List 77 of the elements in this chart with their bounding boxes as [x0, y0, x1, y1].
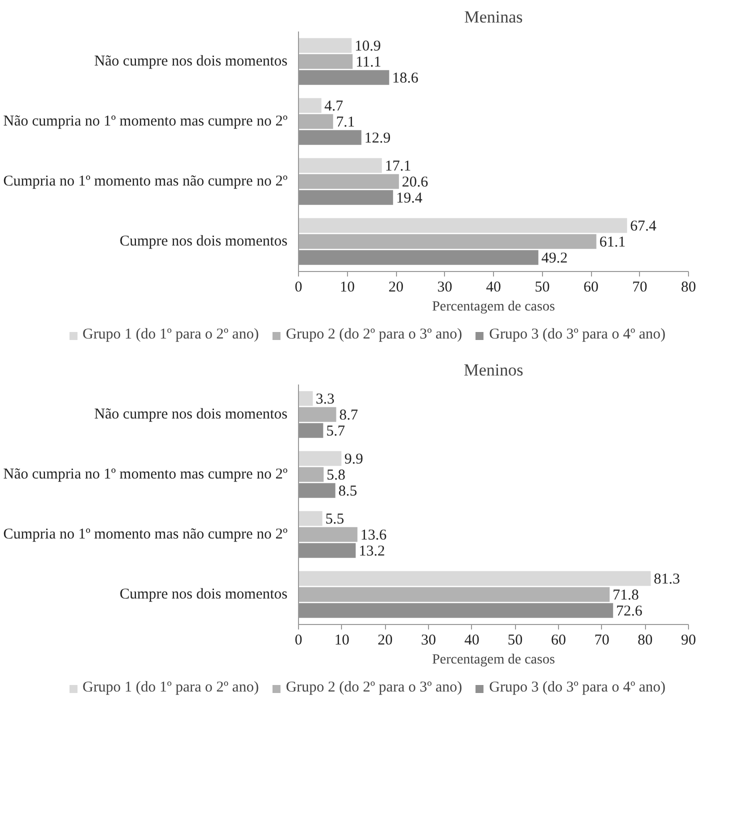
- data-label: 5.5: [325, 512, 344, 528]
- y-tick-label: Não cumpria no 1º momento mas cumpre no 2º: [3, 114, 288, 130]
- legend-label: Grupo 3 (do 3º para o 4º ano): [489, 680, 666, 696]
- bar: [298, 158, 382, 173]
- bar: [298, 218, 628, 233]
- bar: [298, 234, 596, 249]
- x-tick-label: 90: [681, 632, 696, 648]
- bar: [298, 38, 352, 53]
- data-label: 5.7: [326, 424, 346, 440]
- data-label: 67.4: [630, 218, 657, 234]
- data-label: 12.9: [364, 130, 391, 146]
- bar: [298, 114, 334, 129]
- data-label: 10.9: [354, 38, 381, 54]
- data-label: 18.6: [392, 70, 419, 86]
- legend-label: Grupo 3 (do 3º para o 4º ano): [489, 326, 666, 344]
- data-label: 19.4: [396, 190, 423, 206]
- legend-label: Grupo 2 (do 2º para o 3º ano): [286, 680, 462, 696]
- data-label: 4.7: [324, 98, 344, 114]
- x-tick-label: 40: [464, 632, 480, 648]
- data-label: 8.5: [338, 484, 358, 500]
- x-tick-label: 60: [551, 632, 566, 648]
- y-tick-label: Cumpre nos dois momentos: [120, 234, 288, 250]
- x-tick-label: 0: [294, 280, 302, 296]
- x-tick-label: 70: [594, 632, 610, 648]
- x-tick-label: 20: [388, 280, 404, 296]
- data-label: 11.1: [356, 54, 382, 70]
- bar: [298, 451, 342, 466]
- x-axis-title: Percentagem de casos: [432, 300, 555, 314]
- data-label: 5.8: [326, 468, 346, 484]
- x-tick-label: 70: [632, 280, 648, 296]
- data-label: 72.6: [616, 604, 643, 620]
- data-label: 71.8: [612, 588, 639, 604]
- bar: [298, 174, 399, 189]
- x-tick-label: 30: [437, 280, 452, 296]
- x-tick-label: 30: [421, 632, 436, 648]
- x-tick-label: 50: [534, 280, 550, 296]
- y-tick-label: Cumpria no 1º momento mas não cumpre no 2º: [3, 174, 288, 190]
- y-tick-label: Não cumpria no 1º momento mas cumpre no 2º: [3, 466, 288, 482]
- legend-label: Grupo 1 (do 1º para o 2º ano): [82, 680, 259, 696]
- data-label: 17.1: [384, 158, 412, 174]
- x-tick-label: 60: [584, 280, 598, 296]
- x-axis-title: Percentagem de casos: [432, 652, 555, 668]
- data-label: 81.3: [654, 572, 680, 588]
- chart-title: Meninas: [464, 8, 523, 26]
- bar: [298, 391, 313, 406]
- data-label: 9.9: [344, 452, 364, 468]
- y-tick-label: Não cumpre nos dois momentos: [94, 406, 288, 422]
- x-tick-label: 80: [638, 632, 653, 648]
- data-label: 13.6: [360, 528, 388, 544]
- legend-label: Grupo 1 (do 1º para o 2º ano): [82, 326, 259, 344]
- bar: [298, 511, 322, 526]
- data-label: 8.7: [339, 408, 358, 424]
- data-label: 49.2: [541, 250, 568, 266]
- y-tick-label: Não cumpre nos dois momentos: [94, 54, 288, 70]
- bar: [298, 407, 336, 422]
- x-tick-label: 10: [340, 280, 355, 296]
- bar: [298, 587, 610, 602]
- x-tick-label: 40: [486, 280, 501, 296]
- bar: [298, 98, 322, 113]
- bar: [298, 467, 324, 482]
- data-label: 13.2: [358, 544, 385, 560]
- x-tick-label: 0: [294, 632, 302, 648]
- data-label: 3.3: [316, 392, 335, 408]
- bar: [298, 527, 358, 542]
- x-tick-label: 10: [334, 632, 350, 648]
- legend-label: Grupo 2 (do 2º para o 3º ano): [286, 326, 462, 344]
- x-tick-label: 50: [508, 632, 523, 648]
- x-tick-label: 20: [378, 632, 393, 648]
- data-label: 61.1: [599, 234, 626, 250]
- data-label: 20.6: [402, 174, 429, 190]
- data-label: 7.1: [336, 114, 355, 130]
- y-tick-label: Cumpre nos dois momentos: [120, 586, 288, 602]
- x-tick-label: 80: [681, 280, 696, 296]
- bar: [298, 571, 651, 586]
- bar: [298, 54, 353, 69]
- y-tick-label: Cumpria no 1º momento mas não cumpre no 2º: [3, 526, 288, 542]
- chart-title: Meninos: [464, 360, 524, 380]
